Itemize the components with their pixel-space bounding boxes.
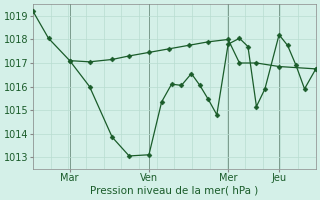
- X-axis label: Pression niveau de la mer( hPa ): Pression niveau de la mer( hPa ): [90, 186, 259, 196]
